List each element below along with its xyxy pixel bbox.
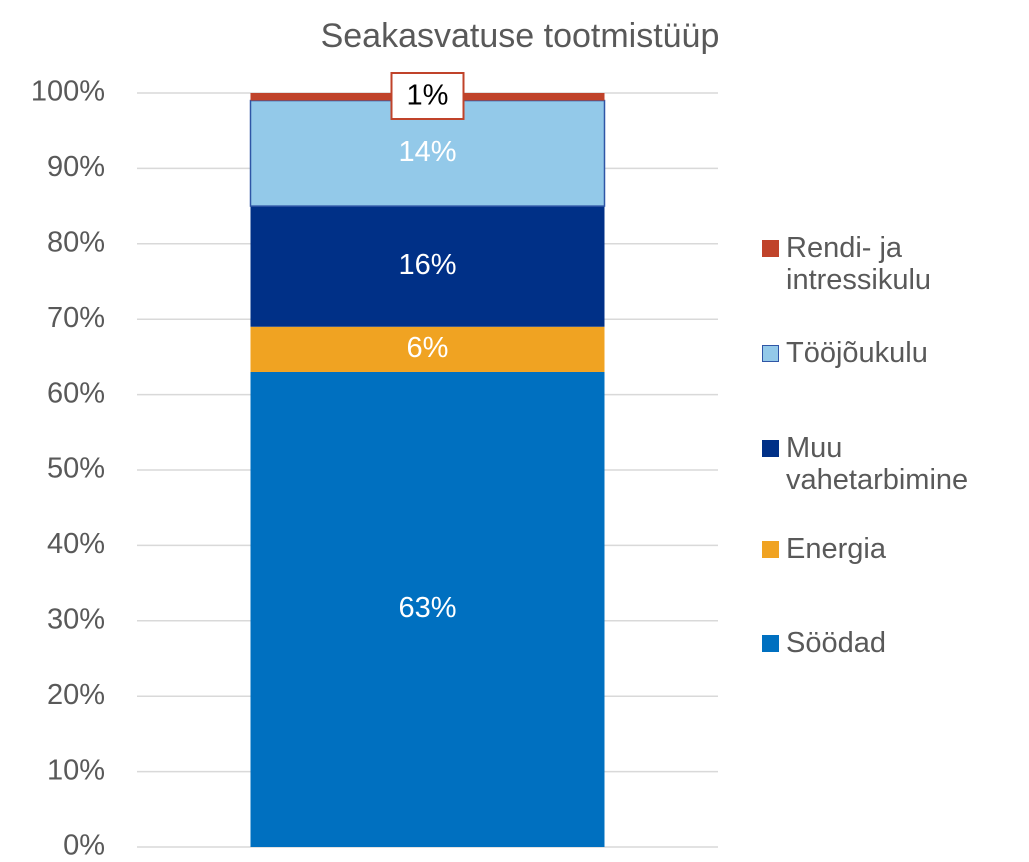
y-tick-label: 10% xyxy=(47,754,105,786)
data-label: 6% xyxy=(407,332,449,364)
legend-entry: Muu vahetarbimine xyxy=(762,432,1024,496)
legend-swatch xyxy=(762,240,779,257)
y-tick-label: 70% xyxy=(47,302,105,334)
data-label: 1% xyxy=(407,80,449,112)
data-label: 63% xyxy=(398,592,456,624)
legend-swatch xyxy=(762,541,779,558)
legend-swatch xyxy=(762,440,779,457)
y-tick-label: 100% xyxy=(31,76,105,108)
legend-label: Tööjõukulu xyxy=(786,337,928,369)
data-label: 14% xyxy=(398,136,456,168)
legend-label: Muu vahetarbimine xyxy=(786,432,969,496)
y-tick-label: 80% xyxy=(47,226,105,258)
y-tick-label: 0% xyxy=(63,830,105,862)
legend-label: Rendi- ja intressikulu xyxy=(786,232,932,296)
data-label: 16% xyxy=(398,249,456,281)
bar-segment xyxy=(250,206,605,327)
legend-label: Söödad xyxy=(786,627,886,659)
chart-title: Seakasvatuse tootmistüüp xyxy=(321,17,720,55)
legend-entry: Rendi- ja intressikulu xyxy=(762,232,1024,296)
y-tick-label: 90% xyxy=(47,151,105,183)
legend-swatch xyxy=(762,635,779,652)
legend-entry: Söödad xyxy=(762,627,1024,659)
legend-entry: Energia xyxy=(762,533,1024,565)
legend-entry: Tööjõukulu xyxy=(762,337,1024,369)
y-tick-label: 40% xyxy=(47,528,105,560)
bar-segment xyxy=(250,326,605,372)
y-tick-label: 20% xyxy=(47,679,105,711)
data-label-box xyxy=(390,72,465,120)
legend-label: Energia xyxy=(786,533,886,565)
y-tick-label: 30% xyxy=(47,603,105,635)
y-tick-label: 60% xyxy=(47,377,105,409)
legend-swatch xyxy=(762,345,779,362)
y-tick-label: 50% xyxy=(47,453,105,485)
bar-segment xyxy=(250,371,605,847)
